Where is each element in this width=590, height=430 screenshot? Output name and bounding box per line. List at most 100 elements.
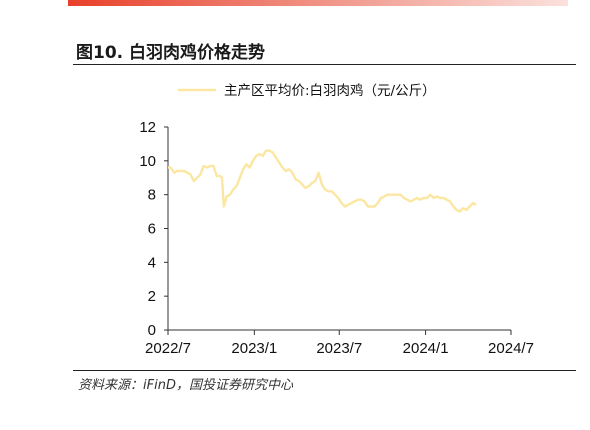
data-point — [206, 166, 208, 168]
data-point — [472, 202, 474, 204]
data-point — [285, 170, 287, 172]
data-point — [221, 177, 223, 179]
data-point — [235, 185, 237, 187]
title-rule — [73, 64, 576, 65]
data-point — [436, 195, 438, 197]
data-point — [278, 161, 280, 163]
y-tick-label: 6 — [148, 221, 156, 238]
data-point — [350, 202, 352, 204]
data-point — [331, 190, 333, 192]
data-point — [288, 168, 290, 170]
source-rule — [73, 370, 576, 371]
data-point — [212, 165, 214, 167]
data-point — [199, 173, 201, 175]
x-tick-label: 2023/1 — [231, 340, 277, 357]
data-point — [324, 188, 326, 190]
series-line-white-feather-broiler-price — [168, 149, 477, 213]
data-point — [340, 202, 342, 204]
data-point — [265, 150, 267, 152]
legend-label: 主产区平均价:白羽肉鸡（元/公斤） — [224, 82, 436, 99]
data-point — [216, 175, 218, 177]
data-point — [406, 199, 408, 201]
x-tick-label: 2024/1 — [403, 340, 449, 357]
data-point — [357, 199, 359, 201]
data-point — [416, 197, 418, 199]
data-point — [383, 195, 385, 197]
data-point — [311, 182, 313, 184]
data-point — [455, 209, 457, 211]
data-point — [337, 197, 339, 199]
data-point — [465, 209, 467, 211]
data-point — [242, 168, 244, 170]
data-point — [173, 172, 175, 174]
data-point — [367, 205, 369, 207]
data-point — [449, 200, 451, 202]
data-point — [396, 194, 398, 196]
data-point — [209, 165, 211, 167]
data-point — [413, 199, 415, 201]
data-point — [248, 166, 250, 168]
data-point — [314, 180, 316, 182]
data-point — [232, 188, 234, 190]
data-point — [167, 166, 169, 168]
data-point — [252, 160, 254, 162]
data-point — [423, 197, 425, 199]
data-point — [219, 175, 221, 177]
data-point — [403, 197, 405, 199]
data-point — [321, 183, 323, 185]
data-point — [327, 190, 329, 192]
y-tick-label: 4 — [148, 254, 156, 271]
data-point — [380, 197, 382, 199]
data-point — [354, 200, 356, 202]
data-point — [301, 183, 303, 185]
x-tick-label: 2024/7 — [488, 340, 534, 357]
data-point — [373, 205, 375, 207]
data-point — [363, 200, 365, 202]
x-tick-label: 2022/7 — [145, 340, 191, 357]
data-point — [347, 204, 349, 206]
data-point — [462, 207, 464, 209]
data-point — [196, 177, 198, 179]
data-point — [223, 205, 225, 207]
y-tick-label: 10 — [139, 153, 156, 170]
data-point — [268, 150, 270, 152]
data-point — [304, 187, 306, 189]
data-point — [226, 195, 228, 197]
data-point — [170, 166, 172, 168]
data-point — [475, 204, 477, 206]
data-point — [409, 200, 411, 202]
y-tick-label: 0 — [148, 322, 156, 339]
data-point — [176, 170, 178, 172]
accent-bar — [68, 0, 568, 6]
data-point — [193, 180, 195, 182]
data-point — [245, 163, 247, 165]
x-tick-label: 2023/7 — [316, 340, 362, 357]
data-point — [255, 155, 257, 157]
data-point — [275, 156, 277, 158]
data-point — [183, 170, 185, 172]
data-point — [239, 177, 241, 179]
data-point — [400, 194, 402, 196]
data-point — [317, 172, 319, 174]
data-point — [262, 155, 264, 157]
data-point — [203, 165, 205, 167]
data-point — [370, 205, 372, 207]
data-point — [189, 173, 191, 175]
source-note: 资料来源：iFinD，国投证券研究中心 — [78, 378, 293, 393]
data-point — [334, 194, 336, 196]
data-point — [446, 199, 448, 201]
data-point — [419, 199, 421, 201]
figure-title: 图10. 白羽肉鸡价格走势 — [76, 43, 266, 63]
data-point — [390, 194, 392, 196]
data-point — [432, 197, 434, 199]
data-point — [258, 153, 260, 155]
data-point — [308, 185, 310, 187]
data-point — [393, 194, 395, 196]
data-point — [360, 199, 362, 201]
data-point — [426, 197, 428, 199]
y-tick-label: 2 — [148, 288, 156, 305]
data-point — [377, 202, 379, 204]
data-point — [429, 194, 431, 196]
data-point — [344, 205, 346, 207]
